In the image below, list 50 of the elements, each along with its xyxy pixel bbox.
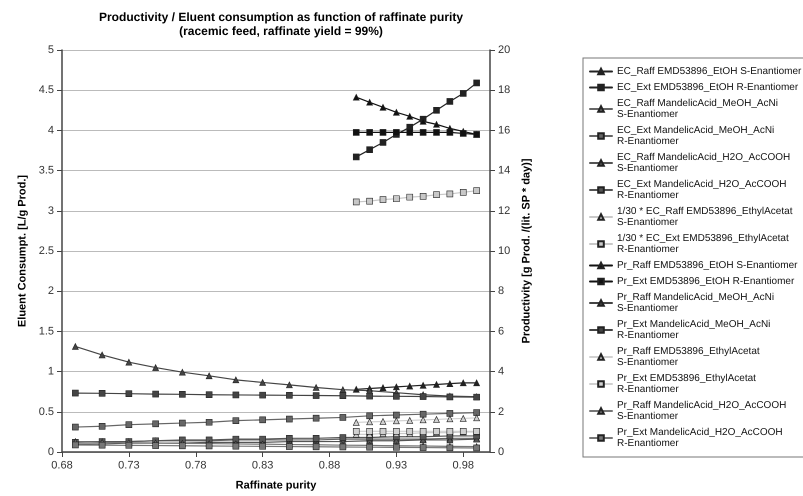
legend-label: Pr_Ext MandelicAcid_MeOH_AcNi R-Enantiomer <box>617 319 774 341</box>
legend-label: EC_Ext MandelicAcid_H2O_AcCOOH R-Enantiomer <box>617 179 790 201</box>
x-tick-label: 0.73 <box>118 460 140 472</box>
y-tick-label: 1.5 <box>38 325 54 338</box>
y-tick-label: 1 <box>48 366 54 378</box>
y-tick-label: 2 <box>48 285 54 298</box>
legend-label: EC_Ext MandelicAcid_MeOH_AcNi R-Enantiomer <box>617 125 778 147</box>
y2-tick-label: 0 <box>498 446 504 458</box>
legend-label: EC_Raff MandelicAcid_H2O_AcCOOH S-Enantiomer <box>617 152 793 174</box>
legend-label: Pr_Raff MandelicAcid_MeOH_AcNi S-Enantiomer <box>617 292 777 314</box>
y2-tick-label: 18 <box>498 84 510 96</box>
y2-tick-label: 10 <box>498 245 510 257</box>
y-tick-label: 0 <box>48 446 54 458</box>
legend-label: 1/30 * EC_Ext EMD53896_EthylAcetat R-Enantiomer <box>617 233 792 255</box>
x-tick-label: 0.88 <box>318 460 340 472</box>
chart-subtitle: (racemic feed, raffinate yield = 99%) <box>179 24 383 38</box>
legend-label: 1/30 * EC_Raff EMD53896_EthylAcetat S-Enantiomer <box>617 206 796 228</box>
x-tick-label: 0.93 <box>386 460 408 472</box>
y2-tick-label: 16 <box>498 124 510 136</box>
y-tick-label: 4 <box>48 124 54 136</box>
y2-tick-label: 2 <box>498 406 504 418</box>
y-tick-label: 0.5 <box>38 406 54 418</box>
legend-label: Pr_Ext MandelicAcid_H2O_AcCOOH R-Enantiomer <box>617 427 786 449</box>
x-tick-label: 0.68 <box>51 460 73 472</box>
chart-title: Productivity / Eluent consumption as function of raffinate purity <box>98 10 464 24</box>
x-tick-label: 0.98 <box>452 460 474 472</box>
y-tick-label: 2.5 <box>38 245 54 257</box>
legend-label: Pr_Ext EMD53896_EthylAcetat R-Enantiomer <box>617 373 759 395</box>
y-axis-title: Eluent Consumpt. [L/g Prod.] <box>16 174 28 328</box>
y2-tick-label: 4 <box>498 366 504 378</box>
y2-tick-label: 20 <box>498 44 510 56</box>
legend-label: EC_Ext EMD53896_EtOH R-Enantiomer <box>617 82 799 93</box>
legend-label: EC_Raff EMD53896_EtOH S-Enantiomer <box>617 66 802 77</box>
legend-label: Pr_Raff EMD53896_EthylAcetat S-Enantiomer <box>617 346 762 368</box>
y2-tick-label: 8 <box>498 285 504 298</box>
y2-tick-label: 14 <box>498 164 510 177</box>
legend-label: Pr_Raff MandelicAcid_H2O_AcCOOH S-Enantiomer <box>617 400 790 422</box>
x-axis-title: Raffinate purity <box>236 480 318 492</box>
y-tick-label: 3 <box>48 204 54 217</box>
y2-axis-title: Productivity [g Prod. /(lit. SP * day)] <box>520 158 533 344</box>
y2-tick-label: 12 <box>498 204 510 217</box>
y-tick-label: 4.5 <box>38 84 54 96</box>
x-tick-label: 0.83 <box>252 460 274 472</box>
legend-label: Pr_Ext EMD53896_EtOH R-Enantiomer <box>617 276 795 287</box>
y2-tick-label: 6 <box>498 325 504 338</box>
legend-label: Pr_Raff EMD53896_EtOH S-Enantiomer <box>617 260 798 271</box>
legend-label: EC_Raff MandelicAcid_MeOH_AcNi S-Enantiomer <box>617 98 781 120</box>
y-tick-label: 3.5 <box>38 164 54 177</box>
y-tick-label: 5 <box>48 44 54 56</box>
x-tick-label: 0.78 <box>185 460 206 472</box>
